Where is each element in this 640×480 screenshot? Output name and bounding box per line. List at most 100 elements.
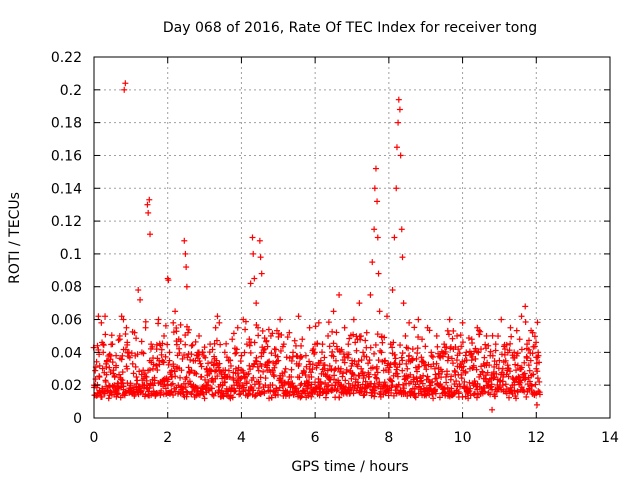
band-point [236, 391, 243, 398]
band-point [458, 375, 465, 382]
band-point [178, 367, 185, 374]
data-point [433, 332, 440, 339]
band-point [225, 367, 232, 374]
data-point [179, 355, 186, 362]
data-point [435, 382, 442, 389]
band-point [374, 331, 381, 338]
band-point [288, 366, 295, 373]
band-point [98, 393, 105, 400]
band-point [330, 340, 337, 347]
band-point [115, 337, 122, 344]
band-point [391, 359, 398, 366]
data-point [513, 395, 520, 402]
band-point [345, 351, 352, 358]
band-point [495, 333, 502, 340]
band-point [407, 371, 414, 378]
data-point [121, 86, 128, 93]
data-point [218, 369, 225, 376]
data-point [505, 365, 512, 372]
data-point [393, 144, 400, 151]
band-point [250, 387, 257, 394]
band-point [473, 366, 480, 373]
band-point [359, 369, 366, 376]
band-point [419, 380, 426, 387]
band-point [502, 381, 509, 388]
data-point [529, 329, 536, 336]
band-point [185, 326, 192, 333]
band-point [426, 391, 433, 398]
data-point [339, 385, 346, 392]
data-point [454, 332, 461, 339]
data-point [336, 291, 343, 298]
y-axis-ticks: 0 0.02 0.04 0.06 0.08 0.1 0.12 0.14 0.16 0.18 0.2 0… [51, 50, 610, 427]
data-point [332, 382, 339, 389]
band-point [223, 354, 230, 361]
band-point [465, 388, 472, 395]
data-point [201, 395, 208, 402]
band-point [485, 342, 492, 349]
band-point [94, 342, 101, 349]
band-point [182, 341, 189, 348]
band-point [392, 355, 399, 362]
data-point [107, 369, 114, 376]
band-point [373, 374, 380, 381]
band-point [358, 357, 365, 364]
data-point [173, 365, 180, 372]
band-point [396, 361, 403, 368]
data-point [238, 352, 245, 359]
band-point [399, 357, 406, 364]
data-point [232, 365, 239, 372]
band-point [284, 334, 291, 341]
band-point [165, 361, 172, 368]
data-point [361, 385, 368, 392]
band-point [463, 357, 470, 364]
data-point [371, 226, 378, 233]
data-point [315, 319, 322, 326]
data-point [284, 390, 291, 397]
band-point [391, 351, 398, 358]
data-point [245, 390, 252, 397]
band-point [332, 357, 339, 364]
band-point [379, 339, 386, 346]
data-point [267, 332, 274, 339]
band-point [450, 327, 457, 334]
band-point [250, 374, 257, 381]
band-point [159, 340, 166, 347]
band-point [365, 360, 372, 367]
data-point [126, 349, 133, 356]
data-point [242, 373, 249, 380]
band-point [369, 364, 376, 371]
data-point [129, 360, 136, 367]
x-tick-label: 14 [601, 430, 619, 446]
data-point [402, 332, 409, 339]
data-point [109, 341, 116, 348]
data-point [375, 270, 382, 277]
band-point [242, 326, 249, 333]
data-point [509, 382, 516, 389]
data-point [413, 355, 420, 362]
data-point [455, 390, 462, 397]
data-point [306, 324, 313, 331]
band-point [505, 373, 512, 380]
band-point [414, 345, 421, 352]
band-point [266, 358, 273, 365]
band-point [92, 367, 99, 374]
band-point [420, 358, 427, 365]
band-point [113, 391, 120, 398]
data-point [153, 346, 160, 353]
y-tick-label: 0 [73, 411, 82, 427]
band-point [119, 352, 126, 359]
data-point [122, 80, 129, 87]
data-point [98, 319, 105, 326]
band-point [197, 360, 204, 367]
chart-title: Day 068 of 2016, Rate Of TEC Index for r… [163, 20, 537, 36]
data-point [234, 324, 241, 331]
data-point [417, 373, 424, 380]
data-point [184, 329, 191, 336]
data-point [140, 382, 147, 389]
band-point [477, 328, 484, 335]
data-point [199, 349, 206, 356]
band-point [170, 363, 177, 370]
data-point [114, 390, 121, 397]
band-point [499, 382, 506, 389]
